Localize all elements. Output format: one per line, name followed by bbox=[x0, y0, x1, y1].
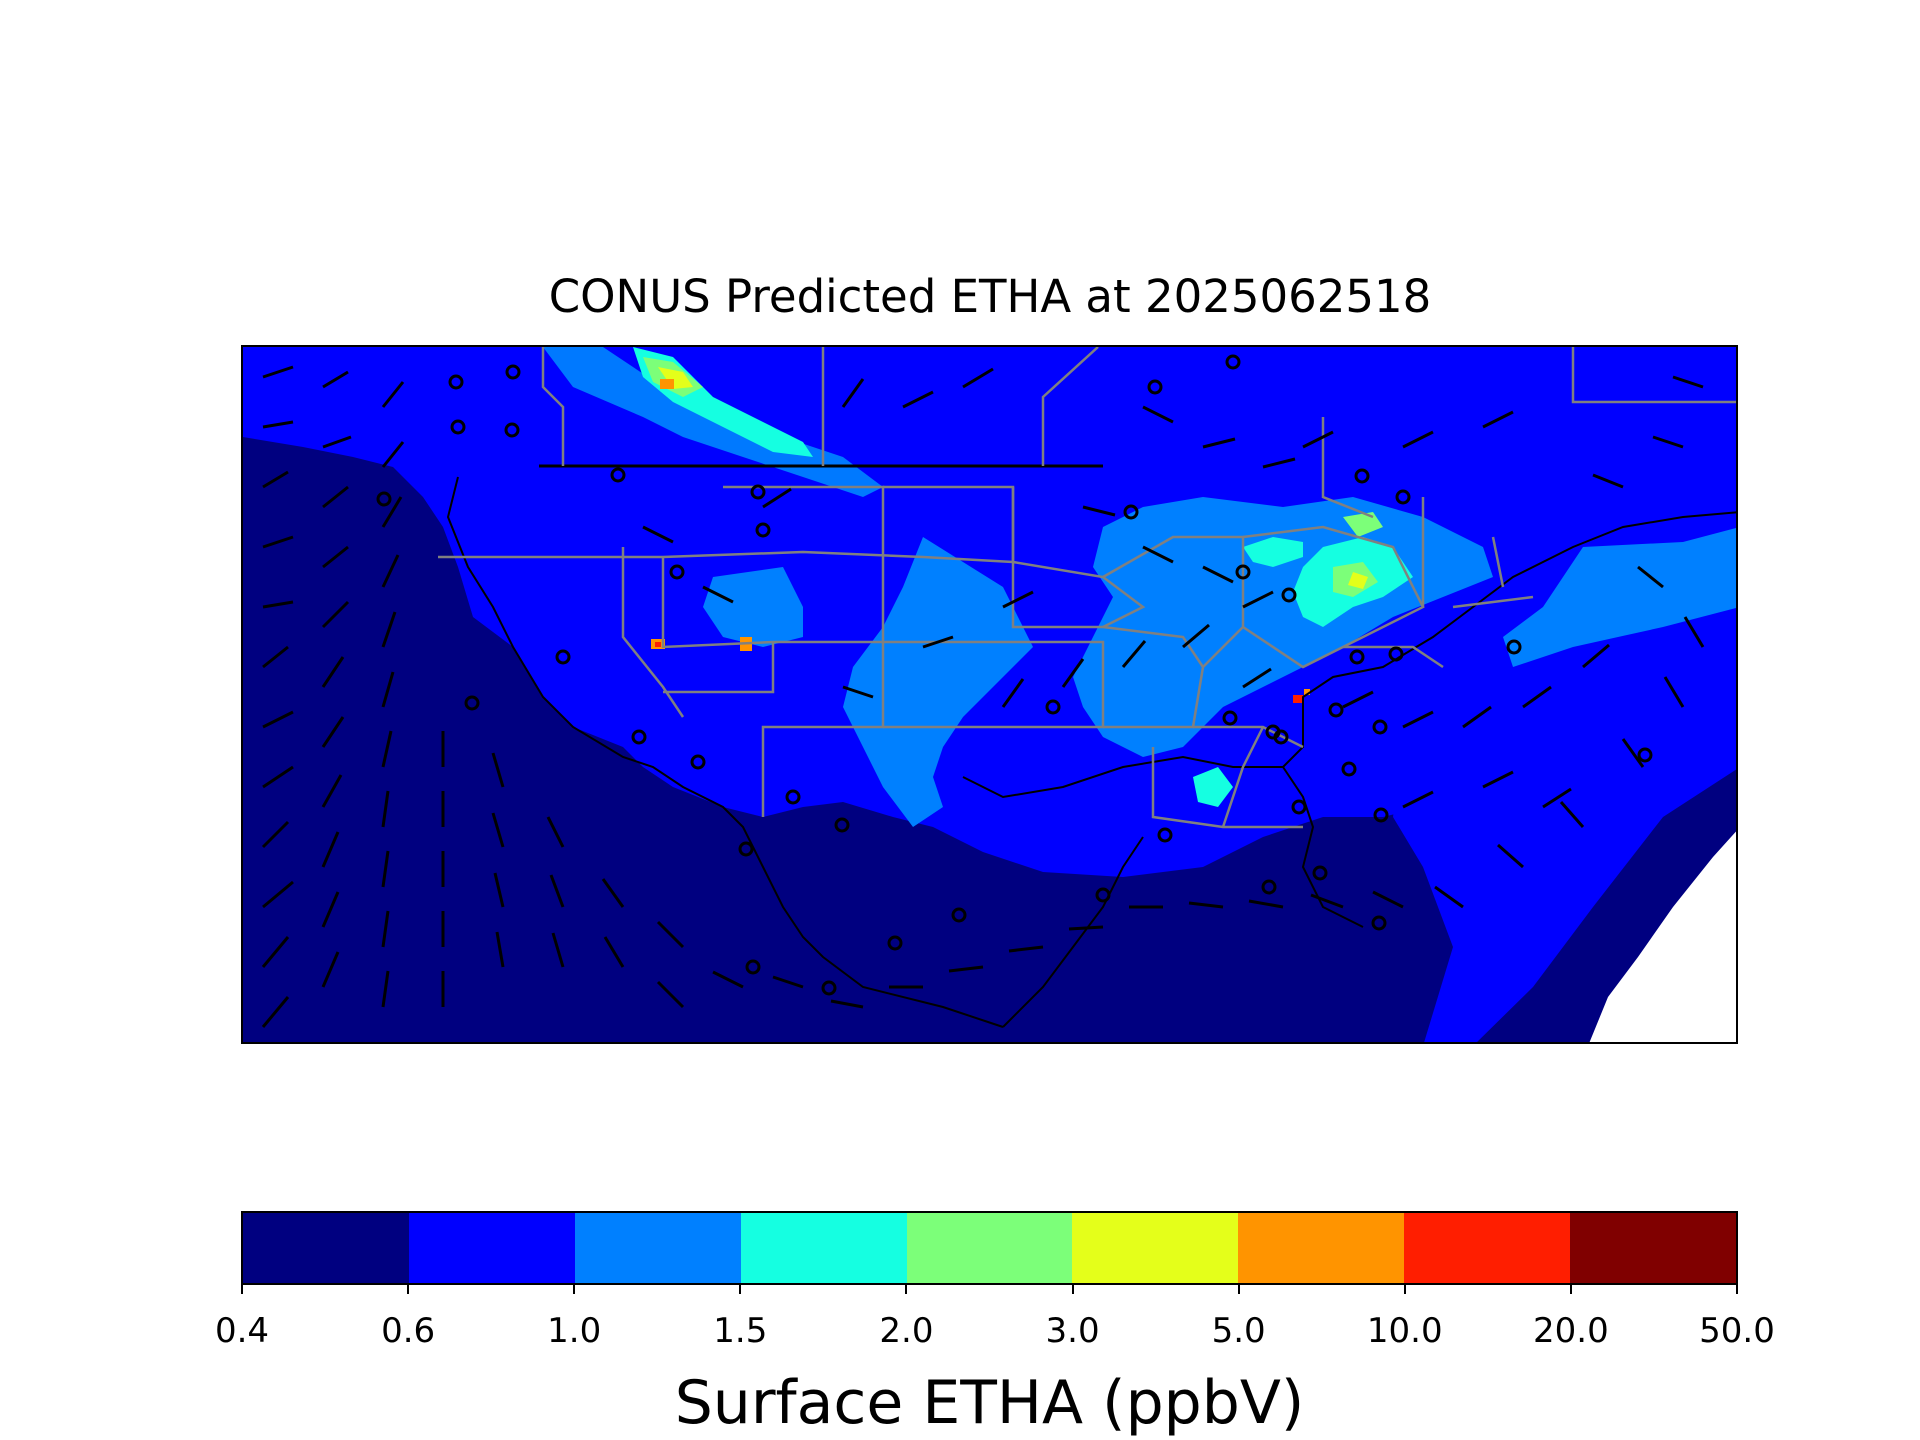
field-hotspot bbox=[655, 642, 661, 647]
field-level-2 bbox=[1503, 528, 1736, 667]
colorbar-tick bbox=[739, 1285, 742, 1294]
colorbar-tick bbox=[905, 1285, 908, 1294]
colorbar-segment bbox=[1072, 1213, 1239, 1283]
colorbar-tick bbox=[1569, 1285, 1572, 1294]
colorbar-segment bbox=[1570, 1213, 1737, 1283]
colorbar-tick bbox=[241, 1285, 243, 1294]
field-hotspot bbox=[1304, 689, 1310, 695]
colorbar-tick-label: 5.0 bbox=[1211, 1311, 1266, 1351]
colorbar-segment bbox=[906, 1213, 1073, 1283]
colorbar-tick-label: 1.0 bbox=[547, 1311, 602, 1351]
colorbar-segment bbox=[574, 1213, 741, 1283]
concentration-map bbox=[243, 347, 1736, 1042]
field-level-5 bbox=[658, 367, 693, 389]
field-level-5 bbox=[1348, 572, 1368, 589]
state-borders bbox=[438, 347, 1736, 829]
colorbar-tick bbox=[1403, 1285, 1406, 1294]
colorbar-tick bbox=[1237, 1285, 1240, 1294]
colorbar-tick bbox=[407, 1285, 410, 1294]
colorbar-tick bbox=[1071, 1285, 1074, 1294]
coastline bbox=[962, 511, 1736, 799]
field-hotspot bbox=[1293, 695, 1303, 703]
field-level-2 bbox=[703, 567, 803, 647]
wind-barbs bbox=[261, 365, 1705, 1028]
field-ocean-east bbox=[1393, 647, 1736, 1042]
field-level-3 bbox=[1193, 767, 1233, 807]
colorbar-segment bbox=[243, 1213, 409, 1283]
colorbar-segment bbox=[408, 1213, 575, 1283]
colorbar-segment bbox=[1238, 1213, 1405, 1283]
domain-edge bbox=[1589, 831, 1736, 1042]
calm-markers bbox=[376, 354, 1653, 996]
colorbar-tick-label: 1.5 bbox=[713, 1311, 768, 1351]
colorbar-segment bbox=[740, 1213, 907, 1283]
chart-title: CONUS Predicted ETHA at 2025062518 bbox=[548, 270, 1432, 323]
field-hotspot bbox=[660, 379, 674, 389]
colorbar-tick-label: 0.4 bbox=[214, 1311, 270, 1351]
field-level-2 bbox=[843, 537, 1033, 827]
coastline bbox=[446, 476, 1004, 1028]
map-panel bbox=[241, 345, 1738, 1044]
colorbar-ticks: 0.4 0.6 1.0 1.5 2.0 3.0 5.0 10.0 20.0 50.0 bbox=[215, 1285, 1775, 1351]
colorbar-tick-label: 2.0 bbox=[879, 1311, 934, 1351]
colorbar-tick-label: 50.0 bbox=[1699, 1311, 1775, 1351]
colorbar bbox=[241, 1211, 1738, 1285]
colorbar-segment bbox=[1404, 1213, 1571, 1283]
colorbar-tick bbox=[1736, 1285, 1738, 1294]
colorbar-tick-label: 10.0 bbox=[1366, 1311, 1443, 1351]
field-level-4 bbox=[1343, 512, 1383, 537]
colorbar-label: Surface ETHA (ppbV) bbox=[674, 1368, 1305, 1438]
colorbar-tick-label: 0.6 bbox=[381, 1311, 436, 1351]
colorbar-tick-label: 20.0 bbox=[1533, 1311, 1609, 1351]
colorbar-tick bbox=[573, 1285, 576, 1294]
coastline bbox=[1282, 766, 1364, 928]
field-level-3 bbox=[1243, 537, 1303, 567]
colorbar-tick-label: 3.0 bbox=[1045, 1311, 1100, 1351]
